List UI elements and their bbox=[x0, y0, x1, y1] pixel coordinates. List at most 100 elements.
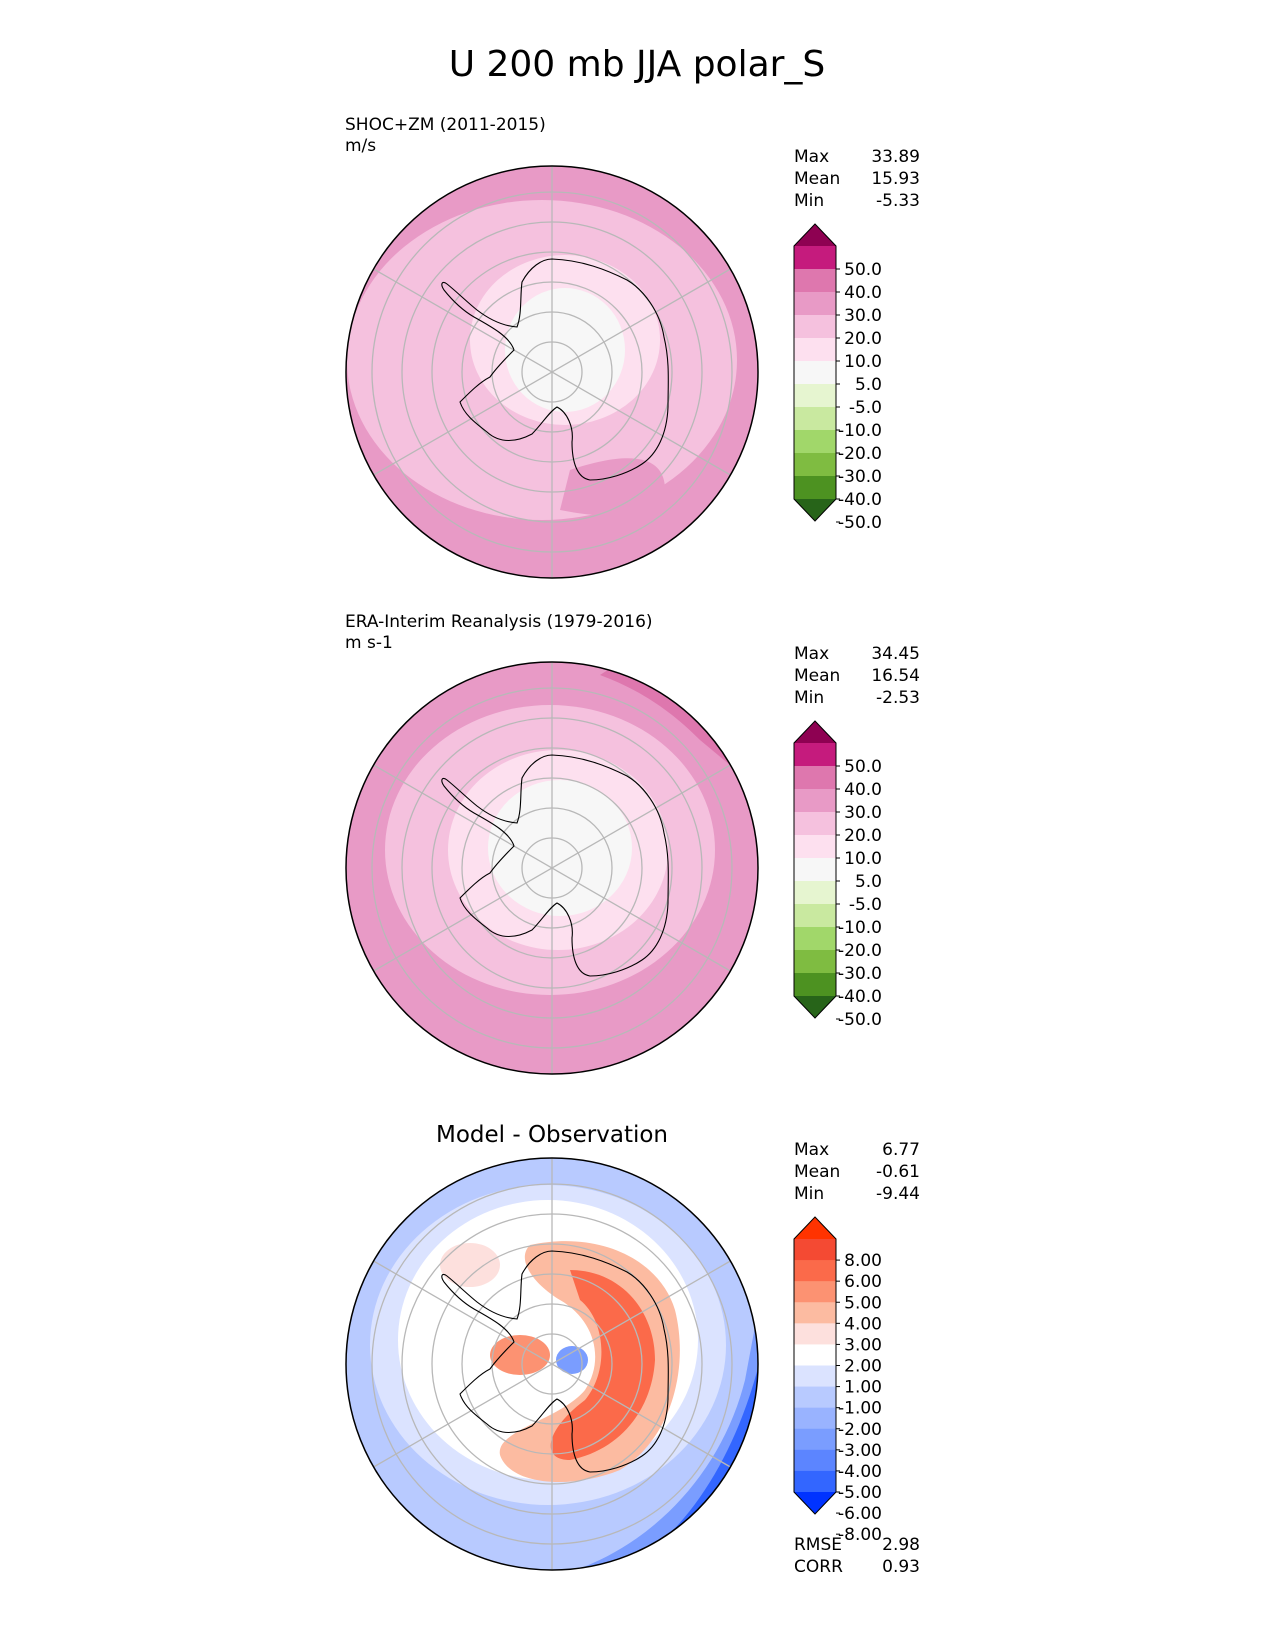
colorbar-bin bbox=[794, 743, 836, 767]
colorbar-tick-label: 10.0 bbox=[844, 849, 882, 869]
stat-mean-label: Mean bbox=[794, 666, 840, 686]
map-fill-region bbox=[490, 1335, 550, 1375]
stat-min-value: -9.44 bbox=[876, 1184, 920, 1204]
graticule bbox=[371, 166, 733, 578]
colorbar-tick-label: -30.0 bbox=[838, 964, 882, 984]
colorbar-tick-label: -10.0 bbox=[838, 421, 882, 441]
colorbar-tick-label: 5.0 bbox=[855, 872, 882, 892]
colorbar-tick-label: -1.00 bbox=[838, 1399, 882, 1419]
colorbar-bin bbox=[794, 973, 836, 997]
panel-title: Model - Observation bbox=[436, 1122, 668, 1148]
colorbar-bin bbox=[794, 904, 836, 928]
colorbar-tick-label: -40.0 bbox=[838, 490, 882, 510]
colorbar-bin bbox=[794, 927, 836, 951]
map-fill-region bbox=[560, 458, 665, 516]
colorbar-tick-label: 40.0 bbox=[844, 780, 882, 800]
colorbar-tick-label: 4.00 bbox=[844, 1314, 882, 1334]
stat-min-label: Min bbox=[794, 191, 824, 211]
polar-map bbox=[346, 1158, 758, 1570]
stats-box: Max 34.45 Mean 16.54 Min -2.53 bbox=[794, 644, 920, 708]
stat-max-label: Max bbox=[794, 1140, 829, 1160]
colorbar-tick-label: -4.00 bbox=[838, 1462, 882, 1482]
colorbar: 50.0 40.0 30.0 20.0 10.0 5.0 -5.0 -10.0 -20.0 -30… bbox=[793, 720, 882, 1030]
panel-units: m/s bbox=[345, 136, 376, 156]
colorbar-bin bbox=[794, 812, 836, 836]
colorbar-tick-label: 3.00 bbox=[844, 1335, 882, 1355]
polar-map bbox=[346, 166, 758, 578]
colorbar-bin bbox=[794, 881, 836, 905]
map-border bbox=[345, 661, 759, 1075]
colorbar-tick-label: -20.0 bbox=[838, 444, 882, 464]
colorbar-bin bbox=[794, 315, 836, 339]
colorbar-tick-label: 2.00 bbox=[844, 1357, 882, 1377]
colorbar-bin bbox=[794, 789, 836, 813]
colorbar-bin bbox=[794, 950, 836, 974]
colorbar-tick-label: -8.00 bbox=[838, 1525, 882, 1545]
stat-mean-value: -0.61 bbox=[876, 1162, 920, 1182]
colorbar-tick-label: 30.0 bbox=[844, 803, 882, 823]
page-title: U 200 mb JJA polar_S bbox=[449, 44, 826, 85]
colorbar-bin bbox=[794, 453, 836, 477]
colorbar-tick-label: 8.00 bbox=[844, 1251, 882, 1271]
map-fill-region bbox=[600, 662, 758, 790]
stat-rmse-value: 2.98 bbox=[882, 1535, 920, 1555]
stat-corr-label: CORR bbox=[794, 1557, 843, 1577]
stat-mean-label: Mean bbox=[794, 169, 840, 189]
colorbar-extend-max bbox=[794, 1217, 836, 1239]
colorbar-tick-label: 20.0 bbox=[844, 329, 882, 349]
stat-max-value: 6.77 bbox=[882, 1140, 920, 1160]
colorbar-bin bbox=[794, 1470, 836, 1493]
polar-map bbox=[346, 662, 758, 1074]
colorbar-bin bbox=[794, 1239, 836, 1261]
stat-rmse-label: RMSE bbox=[794, 1535, 842, 1555]
colorbar-bin bbox=[794, 835, 836, 859]
panel-units: m s-1 bbox=[345, 633, 393, 653]
stat-max-value: 34.45 bbox=[871, 644, 920, 664]
colorbar-bin bbox=[794, 384, 836, 408]
colorbar-bin bbox=[794, 361, 836, 385]
colorbar-bin bbox=[794, 246, 836, 270]
stat-min-value: -5.33 bbox=[876, 191, 920, 211]
colorbar: 50.0 40.0 30.0 20.0 10.0 5.0 -5.0 -10.0 -20.0 -30… bbox=[793, 223, 882, 533]
colorbar-bin bbox=[794, 1281, 836, 1303]
colorbar-tick-label: 5.00 bbox=[844, 1293, 882, 1313]
map-fill-center bbox=[488, 780, 632, 916]
panel-observation: ERA-Interim Reanalysis (1979-2016) m s-1… bbox=[345, 612, 920, 1075]
colorbar-bin bbox=[794, 1302, 836, 1324]
stat-mean-value: 16.54 bbox=[871, 666, 920, 686]
map-fill-center bbox=[505, 288, 625, 412]
colorbar-bin bbox=[794, 1407, 836, 1430]
graticule bbox=[371, 662, 733, 1074]
colorbar-extend-max bbox=[794, 721, 836, 743]
colorbar-tick-label: 30.0 bbox=[844, 306, 882, 326]
colorbar-tick-label: 50.0 bbox=[844, 260, 882, 280]
graticule bbox=[371, 1158, 733, 1570]
colorbar-tick-label: 5.0 bbox=[855, 375, 882, 395]
colorbar-bin bbox=[794, 292, 836, 316]
colorbar-tick-label: -50.0 bbox=[838, 513, 882, 533]
colorbar-bin bbox=[794, 1386, 836, 1409]
colorbar-tick-label: -3.00 bbox=[838, 1441, 882, 1461]
colorbar-tick-label: -50.0 bbox=[838, 1010, 882, 1030]
colorbar-bin bbox=[794, 430, 836, 454]
colorbar-bin bbox=[794, 766, 836, 790]
colorbar-tick-label: 6.00 bbox=[844, 1272, 882, 1292]
colorbar-tick-label: -20.0 bbox=[838, 941, 882, 961]
stat-min-label: Min bbox=[794, 1184, 824, 1204]
colorbar-tick-label: 20.0 bbox=[844, 826, 882, 846]
colorbar-tick-label: -40.0 bbox=[838, 987, 882, 1007]
stat-max-label: Max bbox=[794, 644, 829, 664]
colorbar-bin bbox=[794, 858, 836, 882]
colorbar-bin bbox=[794, 1428, 836, 1451]
stat-mean-label: Mean bbox=[794, 1162, 840, 1182]
colorbar-tick-label: -6.00 bbox=[838, 1504, 882, 1524]
stat-corr-value: 0.93 bbox=[882, 1557, 920, 1577]
colorbar-tick-label: -2.00 bbox=[838, 1420, 882, 1440]
colorbar-extend-max bbox=[794, 224, 836, 246]
colorbar-tick-label: 10.0 bbox=[844, 352, 882, 372]
map-fill-region bbox=[440, 1243, 500, 1287]
panel-title: SHOC+ZM (2011-2015) bbox=[345, 115, 546, 135]
colorbar-bin bbox=[794, 338, 836, 362]
colorbar-tick-label: 40.0 bbox=[844, 283, 882, 303]
